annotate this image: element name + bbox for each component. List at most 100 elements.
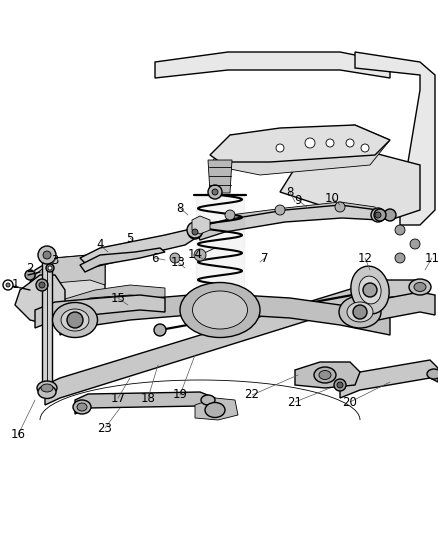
Polygon shape	[80, 228, 205, 268]
Text: 8: 8	[177, 201, 184, 214]
Circle shape	[39, 282, 45, 288]
Ellipse shape	[205, 402, 225, 417]
Text: 8: 8	[286, 185, 294, 198]
Polygon shape	[295, 362, 360, 388]
Polygon shape	[355, 52, 435, 225]
Circle shape	[6, 283, 10, 287]
Circle shape	[410, 239, 420, 249]
Polygon shape	[45, 280, 420, 405]
Circle shape	[192, 229, 198, 235]
Circle shape	[395, 253, 405, 263]
Text: 17: 17	[110, 392, 126, 405]
Text: 15: 15	[110, 292, 125, 304]
Ellipse shape	[201, 395, 215, 405]
Text: 13: 13	[170, 255, 185, 269]
Text: 21: 21	[287, 395, 303, 408]
Polygon shape	[340, 360, 438, 398]
Ellipse shape	[77, 403, 87, 411]
Polygon shape	[35, 255, 105, 290]
Circle shape	[25, 270, 35, 280]
Polygon shape	[25, 255, 105, 325]
Polygon shape	[60, 295, 390, 335]
Text: 2: 2	[26, 262, 34, 274]
Circle shape	[361, 144, 369, 152]
Circle shape	[275, 205, 285, 215]
Circle shape	[276, 144, 284, 152]
Polygon shape	[75, 392, 215, 414]
Text: 1: 1	[11, 279, 19, 292]
Circle shape	[3, 280, 13, 290]
Text: 10: 10	[325, 191, 339, 205]
Circle shape	[395, 225, 405, 235]
Circle shape	[46, 264, 54, 272]
Polygon shape	[210, 125, 390, 162]
Text: 9: 9	[294, 193, 302, 206]
Circle shape	[48, 266, 52, 270]
Circle shape	[334, 379, 346, 391]
Ellipse shape	[339, 296, 381, 328]
Polygon shape	[15, 275, 65, 325]
Ellipse shape	[180, 282, 260, 337]
Circle shape	[305, 138, 315, 148]
Text: 5: 5	[126, 231, 134, 245]
Polygon shape	[355, 292, 435, 325]
Circle shape	[154, 324, 166, 336]
Circle shape	[38, 246, 56, 264]
Circle shape	[188, 225, 202, 239]
Text: 6: 6	[151, 252, 159, 264]
Polygon shape	[42, 258, 52, 385]
Ellipse shape	[73, 400, 91, 414]
Circle shape	[67, 312, 83, 328]
Circle shape	[353, 305, 367, 319]
Text: 22: 22	[244, 389, 259, 401]
Circle shape	[212, 189, 218, 195]
Ellipse shape	[409, 279, 431, 295]
Ellipse shape	[414, 282, 426, 292]
Circle shape	[187, 222, 203, 238]
Circle shape	[43, 251, 51, 259]
Polygon shape	[192, 216, 210, 234]
Circle shape	[208, 185, 222, 199]
Ellipse shape	[41, 384, 53, 392]
Polygon shape	[35, 295, 165, 328]
Ellipse shape	[319, 370, 331, 379]
Text: 3: 3	[51, 254, 59, 266]
Circle shape	[335, 202, 345, 212]
Text: 20: 20	[343, 395, 357, 408]
Text: 4: 4	[96, 238, 104, 252]
Ellipse shape	[347, 302, 373, 322]
Text: 16: 16	[11, 429, 25, 441]
Circle shape	[225, 210, 235, 220]
Polygon shape	[195, 398, 238, 420]
Circle shape	[337, 382, 343, 388]
Text: 14: 14	[187, 248, 202, 262]
Polygon shape	[195, 205, 380, 240]
Circle shape	[170, 253, 180, 263]
Ellipse shape	[427, 369, 438, 379]
Polygon shape	[55, 285, 165, 312]
Ellipse shape	[61, 309, 89, 331]
Polygon shape	[80, 248, 165, 272]
Text: 23: 23	[98, 422, 113, 434]
Text: 11: 11	[424, 252, 438, 264]
Polygon shape	[210, 125, 390, 175]
Circle shape	[375, 212, 381, 218]
Polygon shape	[155, 52, 390, 78]
Ellipse shape	[192, 291, 247, 329]
Circle shape	[36, 279, 48, 291]
Circle shape	[384, 209, 396, 221]
Ellipse shape	[314, 367, 336, 383]
Circle shape	[194, 249, 206, 261]
Ellipse shape	[38, 385, 56, 399]
Polygon shape	[280, 148, 420, 220]
Circle shape	[371, 208, 385, 222]
Circle shape	[374, 209, 386, 221]
Ellipse shape	[351, 266, 389, 314]
Ellipse shape	[53, 303, 98, 337]
Circle shape	[346, 139, 354, 147]
Circle shape	[374, 284, 386, 296]
Ellipse shape	[37, 381, 57, 395]
Text: 7: 7	[261, 252, 269, 264]
Circle shape	[363, 283, 377, 297]
Polygon shape	[208, 160, 232, 193]
